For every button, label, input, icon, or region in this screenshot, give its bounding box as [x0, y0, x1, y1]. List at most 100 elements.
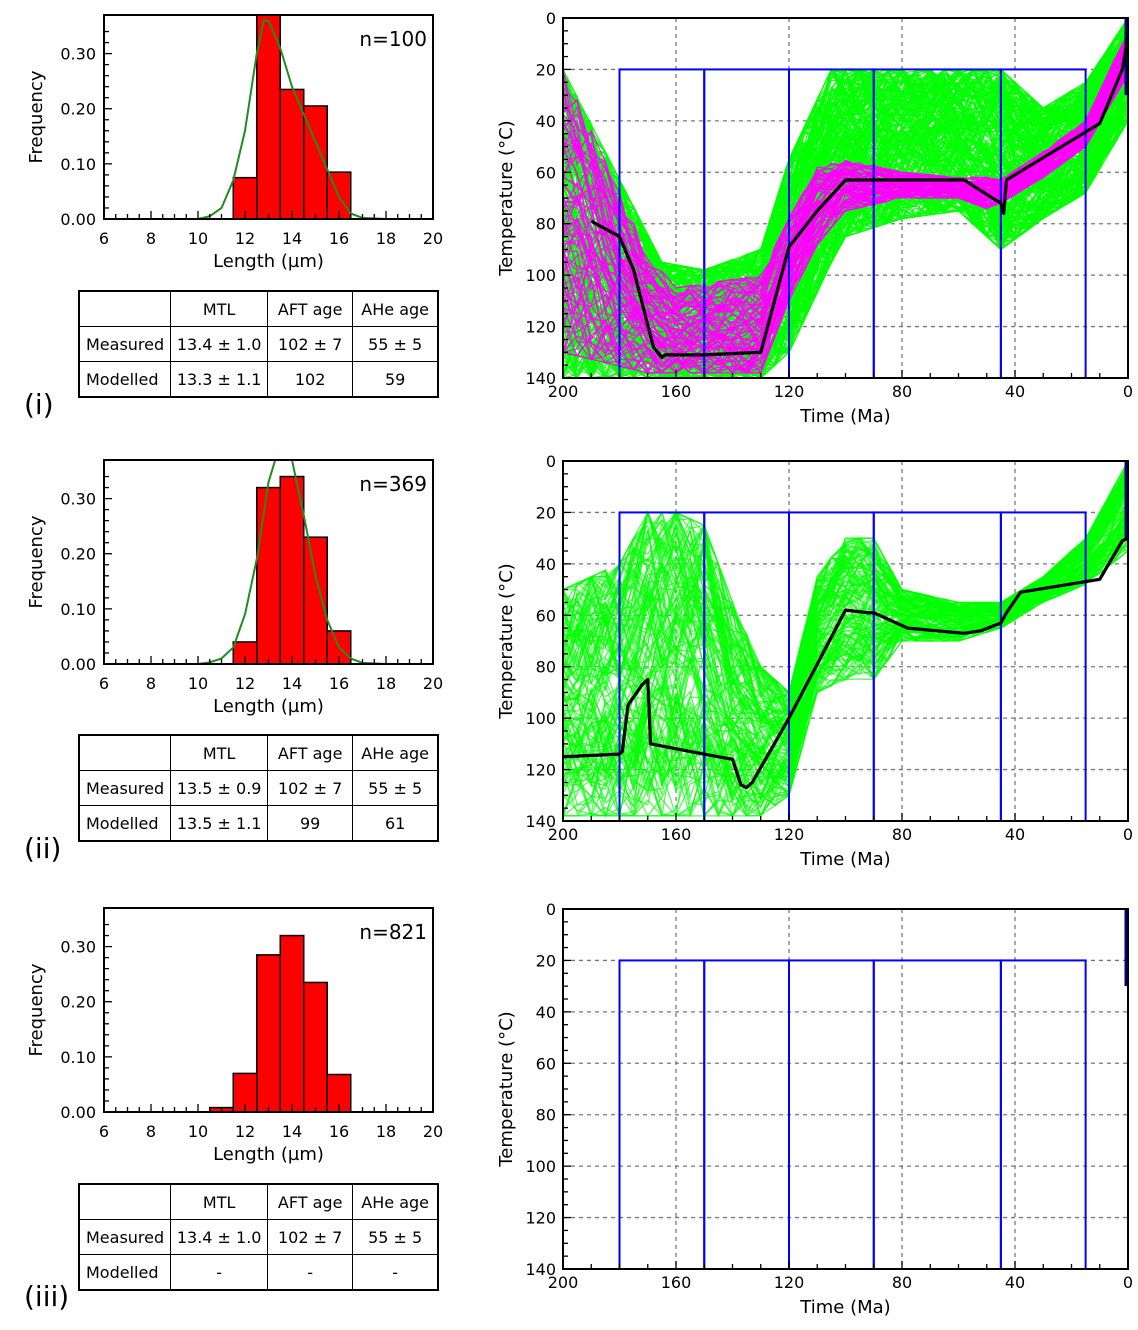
y-tick-label: 20	[536, 60, 556, 79]
y-tick-label: 60	[536, 1054, 556, 1073]
y-tick-label: 140	[525, 1260, 556, 1279]
constraint-box	[999, 511, 1087, 821]
y-tick-label: 0	[546, 9, 556, 28]
cell-mtl: 13.5 ± 1.1	[170, 805, 268, 840]
acceptable-path	[563, 550, 1128, 818]
y-tick-label: 100	[525, 1157, 556, 1176]
cell-ahe: 55 ± 5	[352, 326, 438, 362]
stats-table-iii: MTL AFT age AHe age Measured 13.4 ± 1.0 …	[78, 1183, 440, 1291]
acceptable-path	[563, 104, 1128, 378]
x-tick-label: 80	[892, 382, 912, 401]
row-header-modelled: Modelled	[86, 369, 159, 389]
x-tick-label: 40	[1005, 825, 1025, 844]
model-length-curve	[104, 19, 433, 219]
x-tick-label: 80	[892, 825, 912, 844]
x-tick-label: 16	[329, 1122, 349, 1141]
y-tick-label: 0.00	[60, 210, 96, 229]
y-axis-label: Temperature (°C)	[496, 563, 517, 719]
y-tick-label: 20	[536, 503, 556, 522]
constraint-box	[999, 959, 1087, 1269]
y-axis-label: Frequency	[26, 70, 47, 163]
row-header-measured: Measured	[80, 326, 171, 362]
x-tick-label: 80	[892, 1273, 912, 1292]
model-length-curve	[104, 460, 433, 664]
y-tick-label: 0.10	[60, 600, 96, 619]
y-tick-label: 120	[525, 761, 556, 780]
y-tick-label: 40	[536, 555, 556, 574]
y-tick-label: 120	[525, 318, 556, 337]
histogram-bar	[256, 954, 281, 1112]
histogram-bar	[303, 981, 328, 1112]
x-tick-label: 18	[376, 674, 396, 693]
cell-mtl: 13.4 ± 1.0	[170, 326, 268, 362]
sample-count-label: n=100	[359, 27, 427, 51]
row-header-measured: Measured	[80, 1219, 171, 1255]
y-tick-label: 0.20	[60, 545, 96, 564]
row-header-measured: Measured	[80, 770, 171, 806]
cell-ahe: 61	[352, 805, 438, 840]
y-tick-label: 0.10	[60, 155, 96, 174]
y-tick-label: 140	[525, 812, 556, 831]
x-tick-label: 6	[99, 229, 109, 248]
x-tick-label: 14	[282, 1122, 302, 1141]
histogram-bar	[256, 15, 281, 219]
x-axis-label: Length (µm)	[213, 696, 324, 717]
row-header-modelled: Modelled	[86, 1262, 159, 1282]
acceptable-path	[563, 501, 1128, 766]
x-tick-label: 10	[188, 229, 208, 248]
col-header-aft: AFT age	[267, 1185, 353, 1220]
x-tick-label: 40	[1005, 382, 1025, 401]
col-header-mtl: MTL	[170, 292, 268, 327]
y-axis-label: Temperature (°C)	[496, 120, 517, 276]
col-header-ahe: AHe age	[352, 1185, 438, 1220]
thermal-plot-area	[563, 909, 1128, 1269]
cell-ahe: 59	[352, 361, 438, 396]
y-tick-label: 0.00	[60, 655, 96, 674]
x-tick-label: 16	[329, 229, 349, 248]
x-tick-label: 120	[774, 382, 805, 401]
x-axis-label: Time (Ma)	[799, 406, 890, 427]
row-header-modelled: Modelled	[86, 813, 159, 833]
histogram-bar	[303, 105, 328, 219]
acceptable-path	[563, 518, 1128, 802]
x-tick-label: 10	[188, 674, 208, 693]
y-tick-label: 0	[546, 900, 556, 919]
x-axis-label: Length (µm)	[213, 1144, 324, 1165]
col-header-mtl: MTL	[170, 736, 268, 771]
y-tick-label: 0.20	[60, 993, 96, 1012]
cell-mtl: -	[170, 1254, 268, 1289]
panel-label-iii: (iii)	[24, 1280, 70, 1313]
x-tick-label: 20	[423, 674, 443, 693]
col-header-aft: AFT age	[267, 736, 353, 771]
x-tick-label: 0	[1123, 382, 1133, 401]
y-tick-label: 0.20	[60, 100, 96, 119]
histogram-bar	[256, 486, 281, 664]
x-tick-label: 12	[235, 1122, 255, 1141]
x-axis-label: Length (µm)	[213, 251, 324, 272]
good-path	[563, 74, 1128, 375]
y-tick-label: 0.00	[60, 1103, 96, 1122]
y-tick-label: 80	[536, 215, 556, 234]
thermal-plot-area	[563, 18, 1128, 378]
x-tick-label: 10	[188, 1122, 208, 1141]
x-tick-label: 40	[1005, 1273, 1025, 1292]
y-tick-label: 40	[536, 1003, 556, 1022]
table-corner	[80, 292, 171, 327]
x-tick-label: 160	[661, 825, 692, 844]
acceptable-path	[563, 469, 1128, 709]
acceptable-path	[563, 37, 1128, 303]
cell-mtl: 13.3 ± 1.1	[170, 361, 268, 396]
histogram-bar	[279, 88, 305, 219]
y-tick-label: 100	[525, 266, 556, 285]
x-tick-label: 200	[548, 825, 579, 844]
x-tick-label: 200	[548, 1273, 579, 1292]
y-tick-label: 140	[525, 369, 556, 388]
x-tick-label: 20	[423, 1122, 443, 1141]
col-header-ahe: AHe age	[352, 292, 438, 327]
x-tick-label: 8	[146, 674, 156, 693]
cell-aft: 102 ± 7	[267, 1219, 353, 1255]
good-path	[563, 65, 1128, 374]
y-tick-label: 60	[536, 163, 556, 182]
x-tick-label: 12	[235, 674, 255, 693]
